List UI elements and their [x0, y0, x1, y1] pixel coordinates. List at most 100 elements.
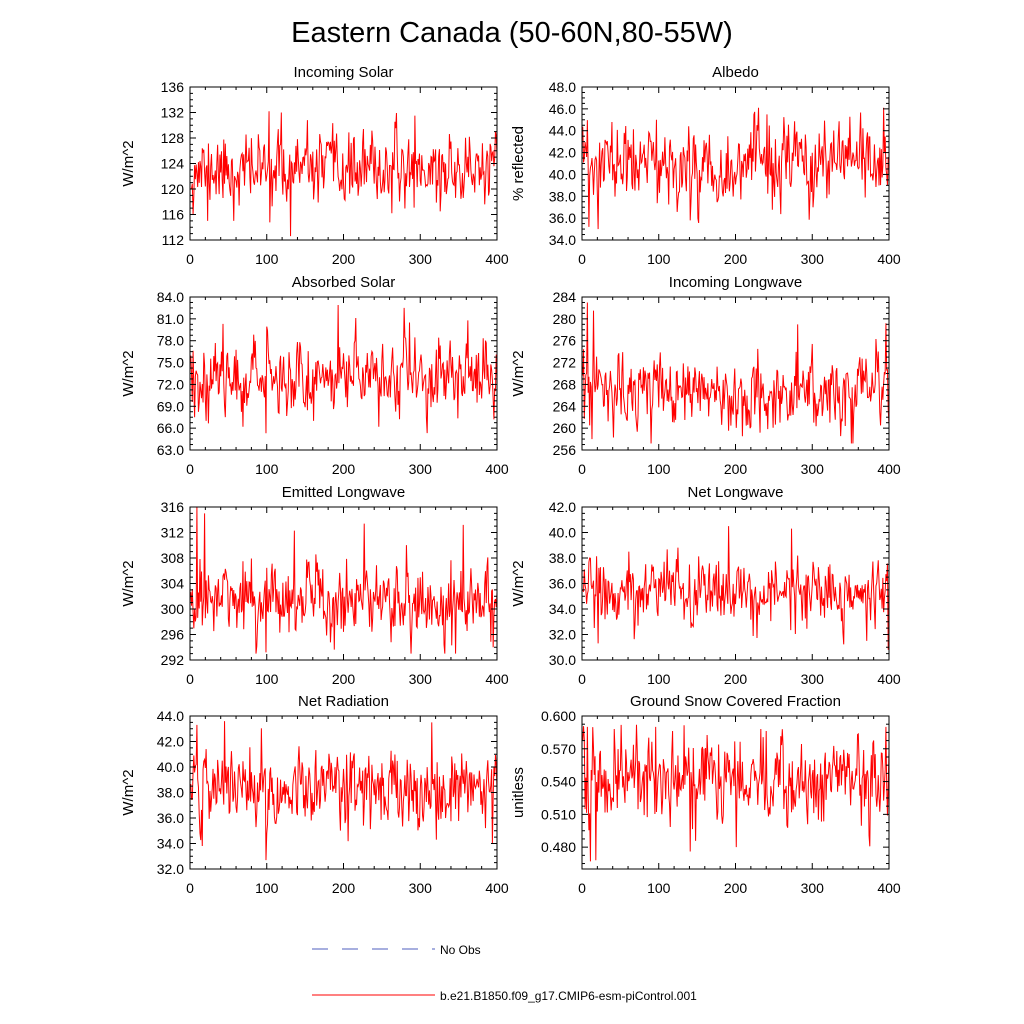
y-tick-label: 0.570 [541, 741, 576, 757]
y-tick-label: 42.0 [549, 145, 576, 161]
y-axis-label: W/m^2 [120, 769, 137, 815]
y-tick-label: 312 [161, 525, 185, 541]
series-line [190, 506, 498, 654]
panel-albedo: 0 100 200 300 400 34.0 36.0 38.0 40.0 42.0 44.0 46.… [510, 64, 901, 267]
x-tick-label: 400 [485, 671, 509, 687]
x-tick-label: 400 [485, 461, 509, 477]
y-tick-label: 38.0 [549, 550, 576, 566]
y-tick-label: 72.0 [157, 376, 184, 392]
x-tick-label: 300 [409, 671, 433, 687]
x-tick-label: 400 [877, 671, 901, 687]
series-line [582, 724, 890, 862]
y-tick-label: 36.0 [157, 810, 184, 826]
x-tick-label: 200 [332, 461, 356, 477]
y-tick-label: 256 [553, 442, 577, 458]
series-line [190, 305, 498, 434]
y-tick-label: 280 [553, 311, 577, 327]
y-tick-label: 304 [161, 576, 185, 592]
x-tick-label: 400 [877, 251, 901, 267]
x-tick-label: 200 [332, 251, 356, 267]
y-tick-label: 30.0 [549, 652, 576, 668]
y-tick-label: 38.0 [157, 785, 184, 801]
y-tick-label: 300 [161, 601, 185, 617]
y-tick-label: 308 [161, 550, 185, 566]
y-axis-label: W/m^2 [120, 140, 137, 186]
panel-title: Emitted Longwave [282, 484, 405, 501]
x-tick-label: 400 [877, 461, 901, 477]
panel-net-longwave: 0 100 200 300 400 30.0 32.0 34.0 36.0 38.0 40.0 42.… [510, 484, 901, 687]
y-tick-label: 34.0 [157, 836, 184, 852]
y-tick-label: 75.0 [157, 355, 184, 371]
y-tick-label: 296 [161, 627, 185, 643]
y-tick-label: 272 [553, 355, 577, 371]
y-tick-label: 44.0 [157, 708, 184, 724]
x-tick-label: 200 [724, 880, 748, 896]
y-tick-label: 78.0 [157, 333, 184, 349]
y-axis-label: % reflected [510, 126, 527, 201]
panel-emitted-longwave: 0 100 200 300 400 292 296 300 304 308 312 316 Emitte… [120, 484, 509, 687]
y-tick-label: 48.0 [549, 79, 576, 95]
y-tick-label: 36.0 [549, 576, 576, 592]
y-tick-label: 132 [161, 105, 185, 121]
x-tick-label: 0 [578, 880, 586, 896]
plot-frame [581, 296, 890, 451]
x-tick-label: 200 [724, 251, 748, 267]
panel-incoming-solar: 0 100 200 300 400 112 116 120 124 128 132 136 Incomi… [120, 64, 509, 267]
y-tick-label: 268 [553, 376, 577, 392]
x-tick-label: 0 [186, 880, 194, 896]
x-tick-label: 100 [647, 880, 671, 896]
y-tick-label: 40.0 [549, 525, 576, 541]
y-tick-label: 264 [553, 398, 577, 414]
x-tick-label: 0 [186, 461, 194, 477]
y-tick-label: 120 [161, 181, 185, 197]
y-tick-label: 112 [162, 232, 185, 248]
y-tick-label: 276 [553, 333, 577, 349]
x-tick-label: 400 [485, 880, 509, 896]
y-tick-label: 136 [161, 79, 185, 95]
x-tick-label: 0 [186, 251, 194, 267]
y-axis-label: W/m^2 [510, 560, 527, 606]
panel-title: Net Longwave [688, 484, 784, 501]
x-tick-label: 200 [724, 461, 748, 477]
y-tick-label: 124 [161, 156, 185, 172]
y-tick-label: 128 [161, 130, 185, 146]
y-tick-label: 292 [161, 652, 185, 668]
y-tick-label: 81.0 [157, 311, 184, 327]
x-tick-label: 300 [801, 461, 825, 477]
plot-frame [189, 86, 498, 241]
y-tick-label: 69.0 [157, 398, 184, 414]
x-tick-label: 300 [801, 880, 825, 896]
y-tick-label: 66.0 [157, 420, 184, 436]
x-tick-label: 200 [332, 671, 356, 687]
x-tick-label: 100 [255, 671, 279, 687]
panel-title: Albedo [712, 64, 759, 81]
y-tick-label: 42.0 [549, 499, 576, 515]
x-tick-label: 100 [647, 671, 671, 687]
y-tick-label: 40.0 [549, 166, 576, 182]
panel-absorbed-solar: 0 100 200 300 400 63.0 66.0 69.0 72.0 75.0 78.0 81.… [120, 274, 509, 477]
panel-title: Incoming Longwave [669, 274, 802, 291]
x-tick-label: 300 [409, 251, 433, 267]
x-tick-label: 200 [332, 880, 356, 896]
y-tick-label: 32.0 [157, 861, 184, 877]
legend: No Obs b.e21.B1850.f09_g17.CMIP6-esm-piC… [312, 943, 697, 1003]
y-tick-label: 34.0 [549, 601, 576, 617]
x-tick-label: 100 [647, 251, 671, 267]
x-tick-label: 100 [255, 880, 279, 896]
y-tick-label: 36.0 [549, 210, 576, 226]
y-tick-label: 63.0 [157, 442, 184, 458]
series-line [190, 111, 498, 237]
panel-net-radiation: 0 100 200 300 400 32.0 34.0 36.0 38.0 40.0 42.0 44.… [120, 693, 509, 896]
y-tick-label: 46.0 [549, 101, 576, 117]
panel-title: Net Radiation [298, 693, 389, 710]
y-tick-label: 44.0 [549, 123, 576, 139]
y-axis-label: W/m^2 [120, 350, 137, 396]
panel-title: Incoming Solar [293, 64, 393, 81]
panel-ground-snow-covered-fraction: 0 100 200 300 400 0.480 0.510 0.540 0.570 0.600 Gr… [510, 693, 901, 896]
x-tick-label: 0 [578, 671, 586, 687]
figure-title: Eastern Canada (50-60N,80-55W) [291, 17, 733, 49]
y-tick-label: 0.540 [541, 774, 576, 790]
series-line [190, 721, 498, 861]
x-tick-label: 100 [255, 461, 279, 477]
legend-model-label: b.e21.B1850.f09_g17.CMIP6-esm-piControl.… [440, 989, 697, 1003]
